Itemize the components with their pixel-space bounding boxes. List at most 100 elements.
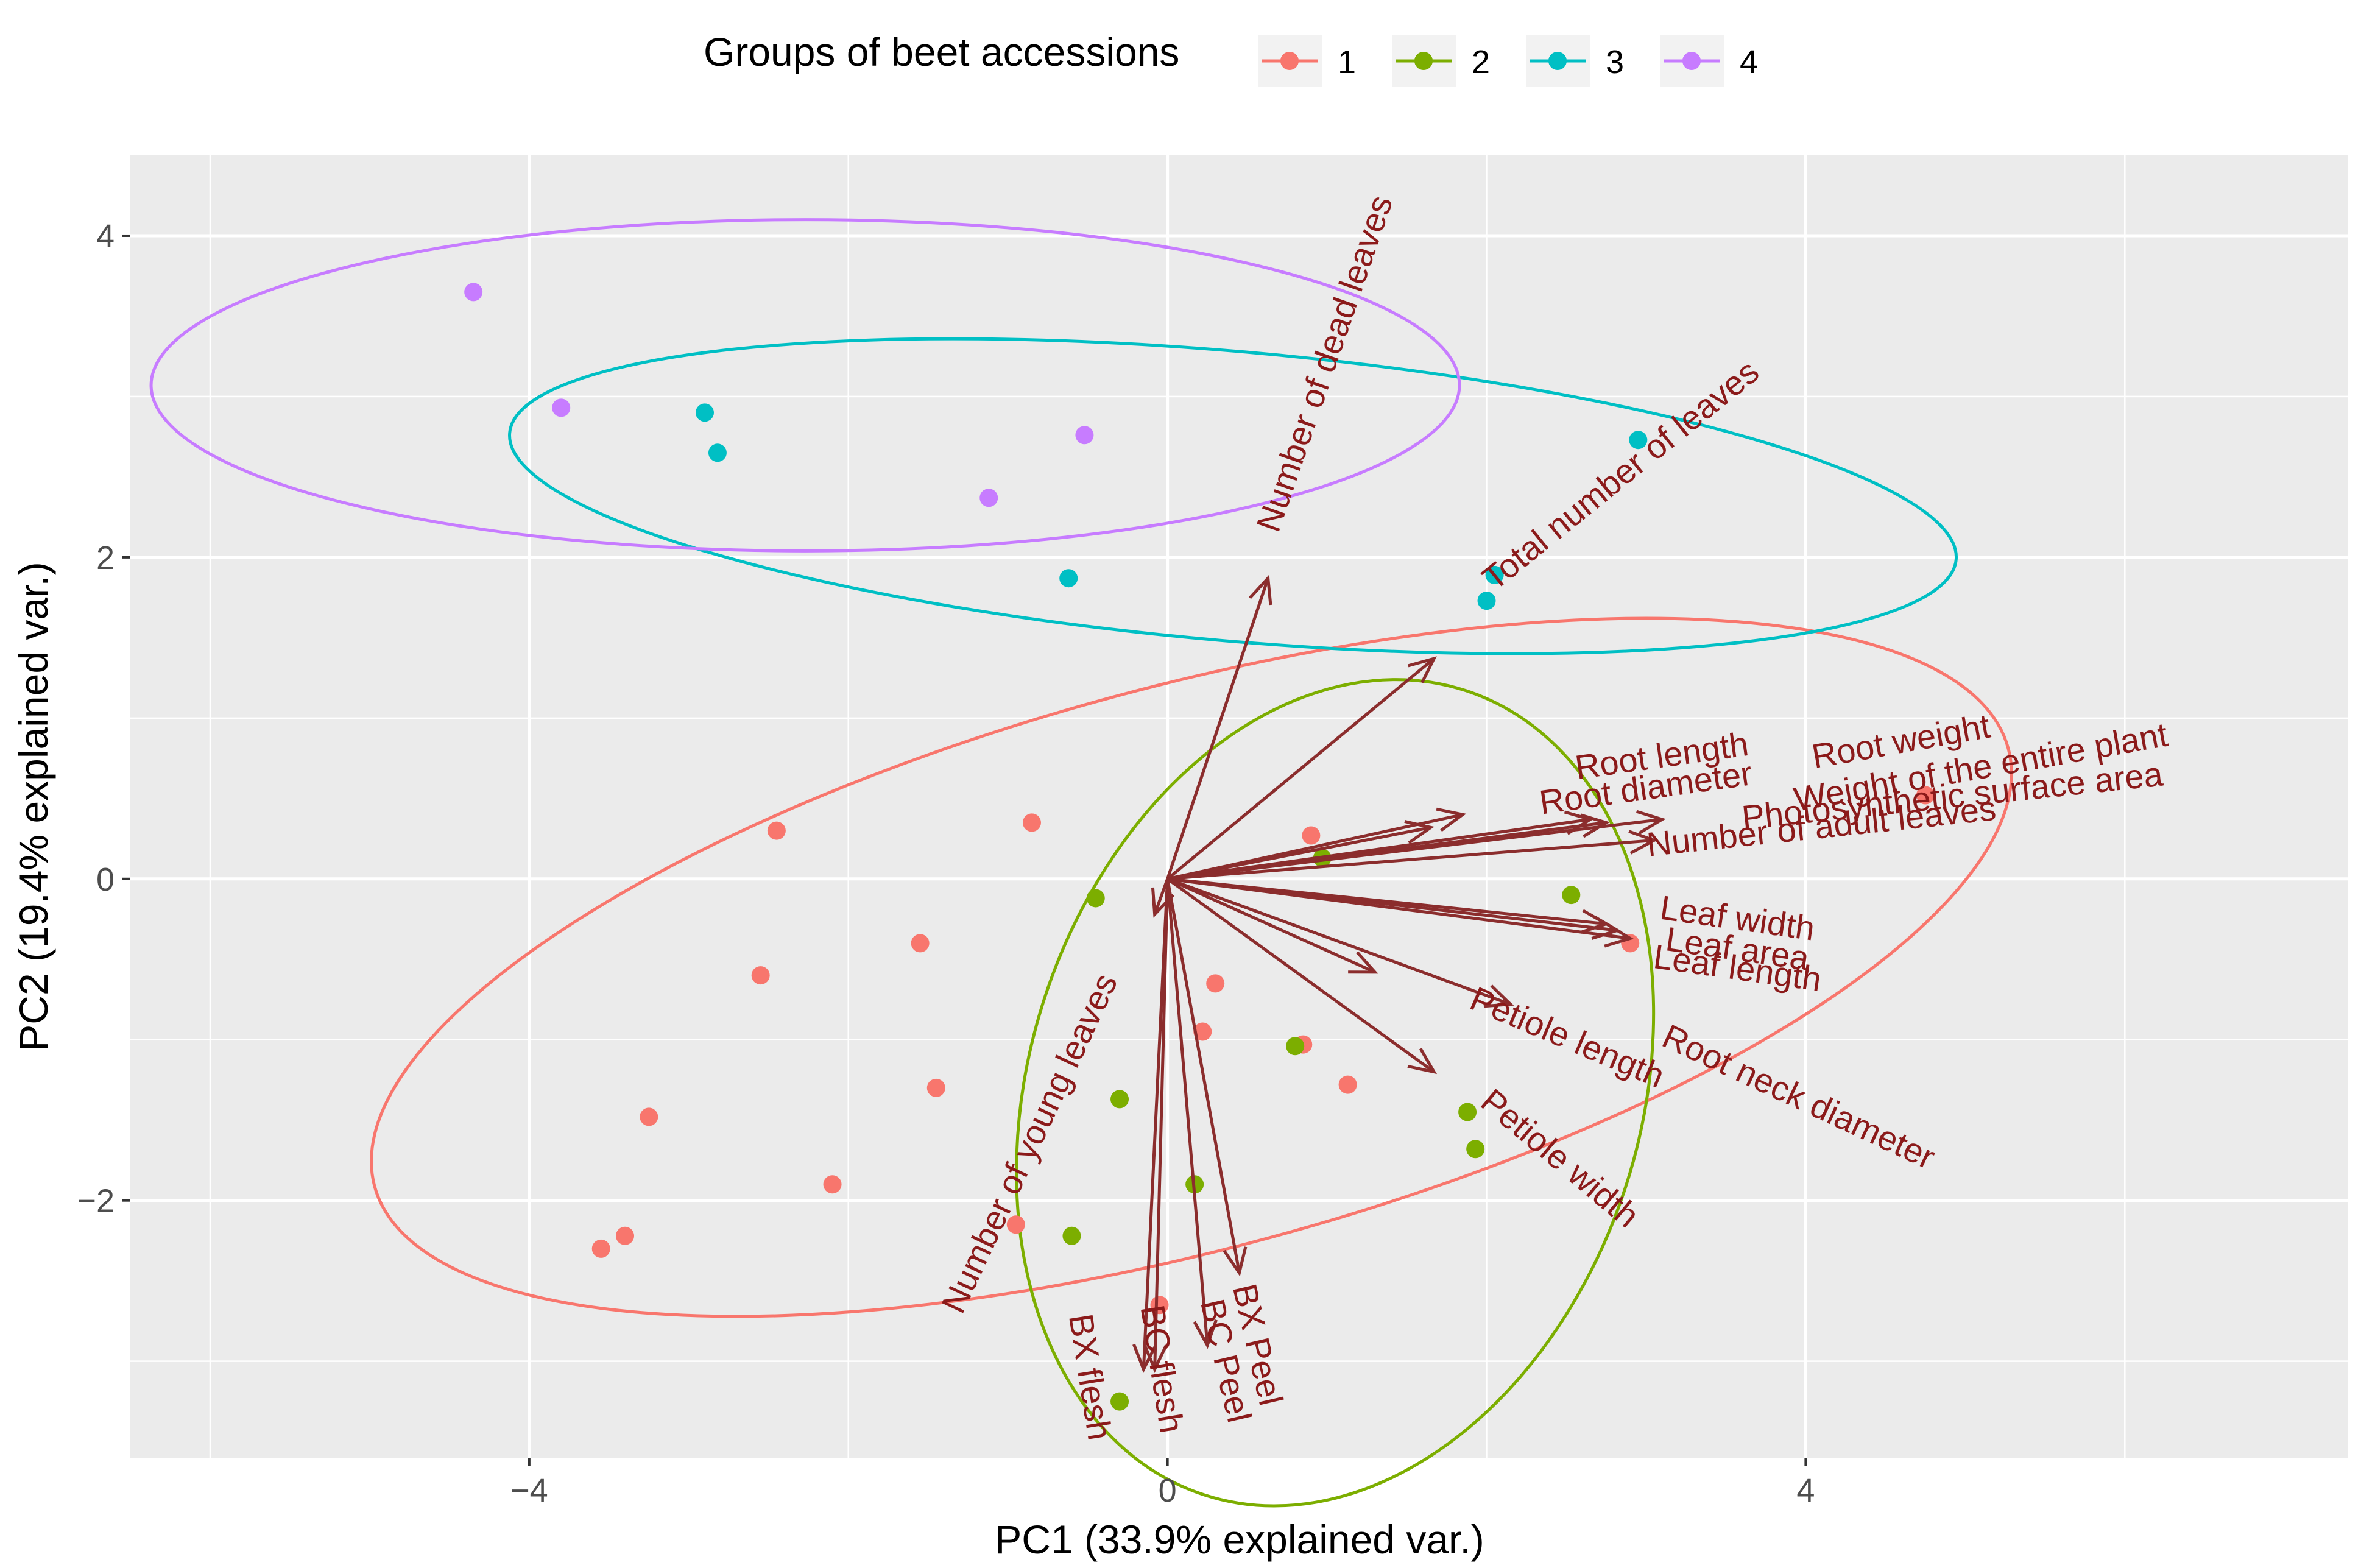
- minor-gridlines: [130, 155, 2348, 1458]
- arrow-head: [1628, 830, 1658, 855]
- x-axis: −4 0 4: [510, 1458, 1815, 1509]
- y-tick-label: 2: [96, 540, 115, 576]
- loading-arrow-number-of-adult-leaves: [1167, 830, 1658, 881]
- group-3-point: [1485, 565, 1504, 584]
- group-2-point: [1110, 1090, 1129, 1109]
- legend-key-point: [1280, 52, 1299, 70]
- arrow-head: [1436, 807, 1467, 832]
- y-axis-title: PC2 (19.4% explained var.): [11, 562, 56, 1051]
- group-1-point: [640, 1107, 658, 1126]
- loading-arrow-bc-peel: [1166, 878, 1218, 1349]
- group-1-ellipse: [370, 616, 2013, 1318]
- arrow-shaft: [1167, 825, 1431, 881]
- group-1-point: [1006, 1215, 1025, 1234]
- arrow-head: [1132, 1343, 1157, 1373]
- arrow-shaft: [1166, 878, 1241, 1273]
- group-2-point: [1110, 1392, 1129, 1411]
- arrow-shaft: [1167, 818, 1662, 881]
- arrow-head: [1407, 1048, 1438, 1075]
- arrow-head: [1143, 1344, 1168, 1373]
- legend-label: 2: [1472, 44, 1490, 80]
- arrow-shaft: [1166, 877, 1435, 1073]
- arrow-head: [1223, 1246, 1248, 1277]
- group-2-point: [1086, 889, 1105, 908]
- legend-label: 3: [1606, 44, 1624, 80]
- arrow-shaft: [1166, 577, 1270, 880]
- legend-label: 4: [1740, 44, 1758, 80]
- arrow-shaft: [1166, 878, 1209, 1346]
- arrow-shaft: [1166, 657, 1435, 880]
- group-1-point: [751, 966, 770, 985]
- y-tick-label: 0: [96, 861, 115, 898]
- legend-key-point: [1548, 52, 1567, 70]
- group-2-point: [1466, 1140, 1485, 1159]
- group-2-ellipse: [1015, 678, 1656, 1508]
- loading-arrow-bc-flesh: [1143, 878, 1170, 1373]
- group-2-point: [1062, 1226, 1081, 1245]
- group-3-point: [1477, 592, 1496, 610]
- arrow-shaft: [1153, 878, 1169, 915]
- arrow-head: [1580, 813, 1611, 838]
- group-1-point: [1302, 826, 1321, 845]
- x-tick-label: −4: [510, 1472, 548, 1509]
- arrow-head: [1483, 984, 1514, 1008]
- legend-key-point: [1682, 52, 1701, 70]
- group-1-point: [911, 934, 930, 953]
- loading-arrows: [1132, 574, 1666, 1373]
- legend-label: 1: [1338, 44, 1356, 80]
- plot-area: Number of dead leaves Total number of lea…: [130, 155, 2348, 1508]
- arrow-head: [1249, 574, 1272, 606]
- group-4-point: [979, 489, 998, 507]
- arrow-shaft: [1142, 878, 1170, 1369]
- loading-arrow-petiole-length: [1166, 877, 1514, 1008]
- arrow-head: [1193, 1319, 1218, 1349]
- loading-arrow-petiole-width: [1166, 877, 1378, 974]
- group-2-point: [1286, 1037, 1305, 1056]
- loading-arrow-root-diameter: [1167, 819, 1435, 881]
- x-tick-label: 0: [1159, 1472, 1177, 1509]
- arrow-shaft: [1153, 878, 1170, 1369]
- major-gridlines: [130, 155, 2348, 1458]
- group-2-point: [1458, 1103, 1477, 1121]
- group-1-point: [616, 1226, 635, 1245]
- legend-item-3: 3: [1526, 35, 1624, 87]
- group-ellipses: [149, 218, 2013, 1508]
- arrow-shaft: [1167, 838, 1654, 881]
- group-1-point: [1022, 813, 1041, 832]
- group-4-point: [552, 398, 571, 417]
- arrow-shaft: [1166, 877, 1511, 1006]
- panel-background: [130, 155, 2348, 1458]
- legend-item-1: 1: [1258, 35, 1356, 87]
- loading-arrow-bx-flesh: [1132, 878, 1170, 1373]
- group-4-point: [1075, 426, 1094, 445]
- arrow-head: [1348, 951, 1378, 974]
- group-3-point: [1059, 569, 1078, 588]
- loading-arrow-total-number-of-leaves: [1166, 656, 1437, 880]
- loading-arrow-number-of-dead-leaves: [1166, 574, 1272, 880]
- group-4-ellipse: [149, 218, 1461, 553]
- arrow-head: [1604, 923, 1634, 948]
- group-1-point: [1916, 786, 1935, 805]
- group-1-point: [1338, 1075, 1357, 1094]
- group-1-point: [1193, 1022, 1212, 1041]
- loading-arrow-root-neck-diameter: [1166, 877, 1438, 1075]
- group-3-point: [708, 443, 727, 462]
- group-1-point: [823, 1175, 842, 1194]
- x-tick-label: 4: [1796, 1472, 1815, 1509]
- group-3-point: [695, 403, 714, 422]
- arrow-head: [1404, 819, 1435, 844]
- group-1-point: [926, 1078, 945, 1097]
- arrow-head: [1636, 810, 1666, 835]
- arrow-head: [1408, 656, 1437, 683]
- legend: Groups of beet accessions 1 2 3 4: [704, 29, 1758, 87]
- data-points: [464, 283, 1935, 1411]
- loading-arrow-leaf-length: [1167, 877, 1634, 948]
- group-1-point: [1206, 974, 1225, 993]
- x-axis-title: PC1 (33.9% explained var.): [995, 1517, 1484, 1562]
- arrow-shaft: [1166, 877, 1376, 974]
- y-tick-label: −2: [77, 1183, 115, 1220]
- legend-keys: 1 2 3 4: [1258, 35, 1758, 87]
- group-2-point: [1562, 886, 1581, 905]
- group-4-point: [464, 283, 483, 302]
- group-1-point: [767, 821, 786, 840]
